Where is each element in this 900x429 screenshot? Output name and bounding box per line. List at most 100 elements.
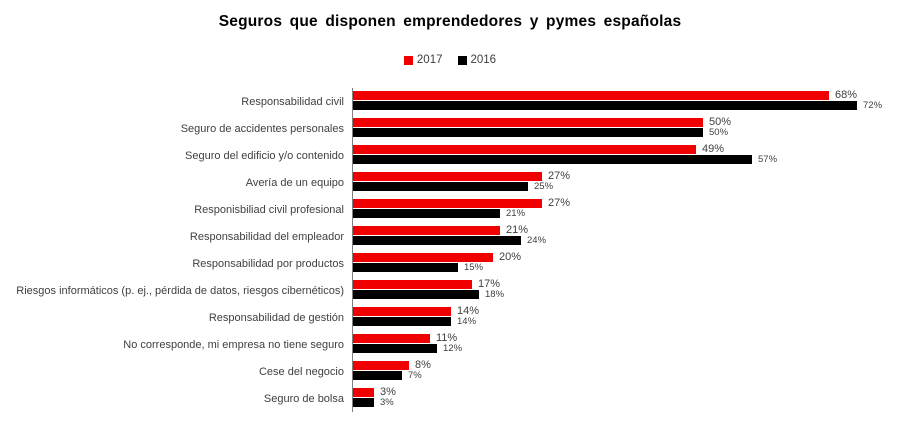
bar-2016: [353, 155, 752, 164]
bar-2016: [353, 398, 374, 407]
value-label-2017: 17%: [478, 278, 501, 290]
value-label-2017: 20%: [499, 251, 522, 263]
category-label: Seguro de accidentes personales: [180, 122, 344, 135]
bar-2017: [353, 199, 542, 208]
value-label-2016: 7%: [408, 370, 422, 381]
value-label-2017: 3%: [380, 386, 396, 398]
value-label-2016: 72%: [863, 100, 883, 111]
bar-2016: [353, 236, 521, 245]
value-label-2016: 25%: [534, 181, 554, 192]
bar-2016: [353, 182, 528, 191]
bar-line-2017: 49%: [353, 144, 899, 155]
category-label: Avería de un equipo: [245, 176, 344, 189]
bar-row: Responsabilidad de gestión 14% 14%: [0, 304, 899, 331]
bar-group: 27% 21%: [352, 196, 899, 223]
bar-row: No corresponde, mi empresa no tiene segu…: [0, 331, 899, 358]
legend-label-2016: 2016: [470, 54, 497, 66]
value-label-2016: 15%: [464, 262, 484, 273]
value-label-2017: 27%: [548, 170, 571, 182]
legend: 2017 2016: [0, 54, 900, 66]
category-label: Riesgos informáticos (p. ej., pérdida de…: [16, 284, 344, 297]
bar-line-2017: 68%: [353, 89, 899, 101]
bar-2017: [353, 226, 500, 235]
value-label-2017: 14%: [457, 305, 480, 317]
bar-2016: [353, 344, 437, 353]
value-label-2016: 14%: [457, 316, 477, 327]
bar-group: 20% 15%: [352, 250, 899, 277]
bar-line-2016: 18%: [353, 290, 899, 299]
value-label-2017: 21%: [506, 224, 529, 236]
bar-line-2017: 8%: [353, 359, 899, 371]
value-label-2016: 3%: [380, 397, 394, 408]
bar-group: 68% 72%: [352, 88, 899, 115]
bar-2016: [353, 317, 451, 326]
bar-group: 14% 14%: [352, 304, 899, 331]
bar-group: 3% 3%: [352, 385, 899, 412]
bar-group: 17% 18%: [352, 277, 899, 304]
bar-row: Riesgos informáticos (p. ej., pérdida de…: [0, 277, 899, 304]
category-label: Responsabilidad civil: [241, 95, 344, 108]
bar-row: Responisbiliad civil profesional 27% 21%: [0, 196, 899, 223]
bar-2016: [353, 290, 479, 299]
bar-line-2016: 25%: [353, 182, 899, 191]
bar-2016: [353, 101, 857, 110]
bar-line-2017: 27%: [353, 197, 899, 209]
category-label: Responisbiliad civil profesional: [194, 203, 344, 216]
legend-swatch-2016-icon: [457, 55, 467, 65]
bar-row: Responsabilidad civil 68% 72%: [0, 88, 899, 115]
value-label-2016: 57%: [758, 154, 778, 165]
legend-label-2017: 2017: [416, 54, 443, 66]
bar-group: 8% 7%: [352, 358, 899, 385]
bar-group: 50% 50%: [352, 115, 899, 142]
bar-line-2017: 50%: [353, 116, 899, 128]
value-label-2017: 8%: [415, 359, 431, 371]
bar-group: 27% 25%: [352, 169, 899, 196]
value-label-2017: 27%: [548, 197, 571, 209]
bar-2016: [353, 128, 703, 137]
bar-line-2016: 3%: [353, 398, 899, 407]
bar-2017: [353, 388, 374, 397]
bar-2017: [353, 172, 542, 181]
bar-line-2016: 15%: [353, 263, 899, 272]
bar-row: Cese del negocio 8% 7%: [0, 358, 899, 385]
bar-2017: [353, 118, 703, 127]
bar-line-2016: 24%: [353, 236, 899, 245]
bar-line-2017: 21%: [353, 224, 899, 236]
legend-item-2016: 2016: [457, 54, 497, 66]
bar-line-2016: 12%: [353, 344, 899, 353]
value-label-2017: 50%: [709, 116, 732, 128]
bar-2017: [353, 307, 451, 316]
bar-line-2017: 14%: [353, 305, 899, 317]
bar-2017: [353, 280, 472, 289]
bar-group: 49% 57%: [352, 142, 899, 169]
legend-item-2017: 2017: [403, 54, 443, 66]
bar-2017: [353, 334, 430, 343]
value-label-2016: 18%: [485, 289, 505, 300]
category-label: No corresponde, mi empresa no tiene segu…: [123, 338, 344, 351]
category-label: Cese del negocio: [258, 365, 344, 378]
bar-line-2016: 21%: [353, 209, 899, 218]
category-label: Responsabilidad por productos: [192, 257, 344, 270]
category-label: Responsabilidad de gestión: [208, 311, 344, 324]
value-label-2017: 68%: [835, 89, 858, 101]
bar-row: Avería de un equipo 27% 25%: [0, 169, 899, 196]
value-label-2016: 50%: [709, 127, 729, 138]
value-label-2016: 12%: [443, 343, 463, 354]
category-label: Seguro de bolsa: [263, 392, 344, 405]
bar-row: Seguro de accidentes personales 50% 50%: [0, 115, 899, 142]
bar-2016: [353, 371, 402, 380]
bar-2017: [353, 145, 696, 154]
bar-line-2016: 7%: [353, 371, 899, 380]
bar-line-2017: 11%: [353, 333, 899, 344]
bar-row: Responsabilidad por productos 20% 15%: [0, 250, 899, 277]
value-label-2016: 24%: [527, 235, 547, 246]
bar-group: 11% 12%: [352, 331, 899, 358]
category-label: Responsabilidad del empleador: [189, 230, 344, 243]
bar-line-2017: 20%: [353, 251, 899, 263]
bar-line-2016: 14%: [353, 317, 899, 326]
legend-swatch-2017-icon: [403, 55, 413, 65]
bar-2016: [353, 209, 500, 218]
bar-line-2017: 27%: [353, 170, 899, 182]
bar-row: Seguro de bolsa 3% 3%: [0, 385, 899, 412]
